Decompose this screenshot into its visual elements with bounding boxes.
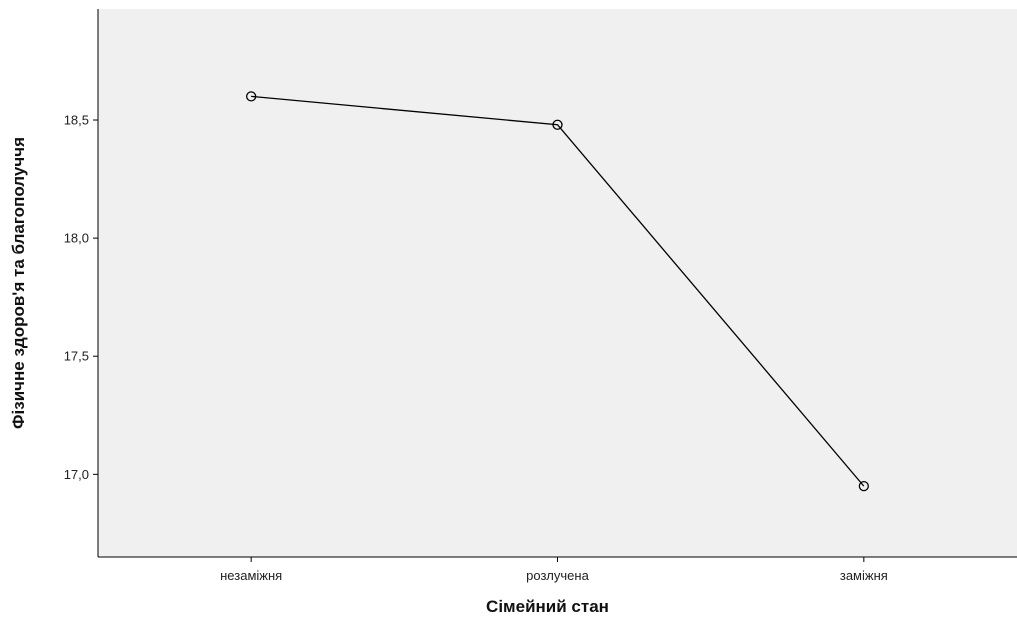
y-tick-label: 18,0 [64,231,89,246]
x-axis-title: Сімейний стан [486,597,609,616]
y-axis-ticks: 17,0 17,5 18,0 18,5 [64,113,98,482]
data-point-marker [552,119,563,130]
y-tick-label: 17,0 [64,467,89,482]
y-tick-label: 18,5 [64,113,89,128]
y-axis-title: Фізичне здоров'я та благополуччя [9,137,28,429]
x-axis-ticks: незаміжня розлучена заміжня [220,557,888,583]
series-layer [246,91,869,492]
y-tick-label: 17,5 [64,349,89,364]
x-tick-label: незаміжня [220,568,282,583]
x-tick-label: розлучена [526,568,589,583]
data-point-marker [246,91,257,102]
series-line [251,95,865,487]
x-tick-label: заміжня [840,568,888,583]
data-point-marker [858,480,869,492]
plot-area [98,9,1017,557]
